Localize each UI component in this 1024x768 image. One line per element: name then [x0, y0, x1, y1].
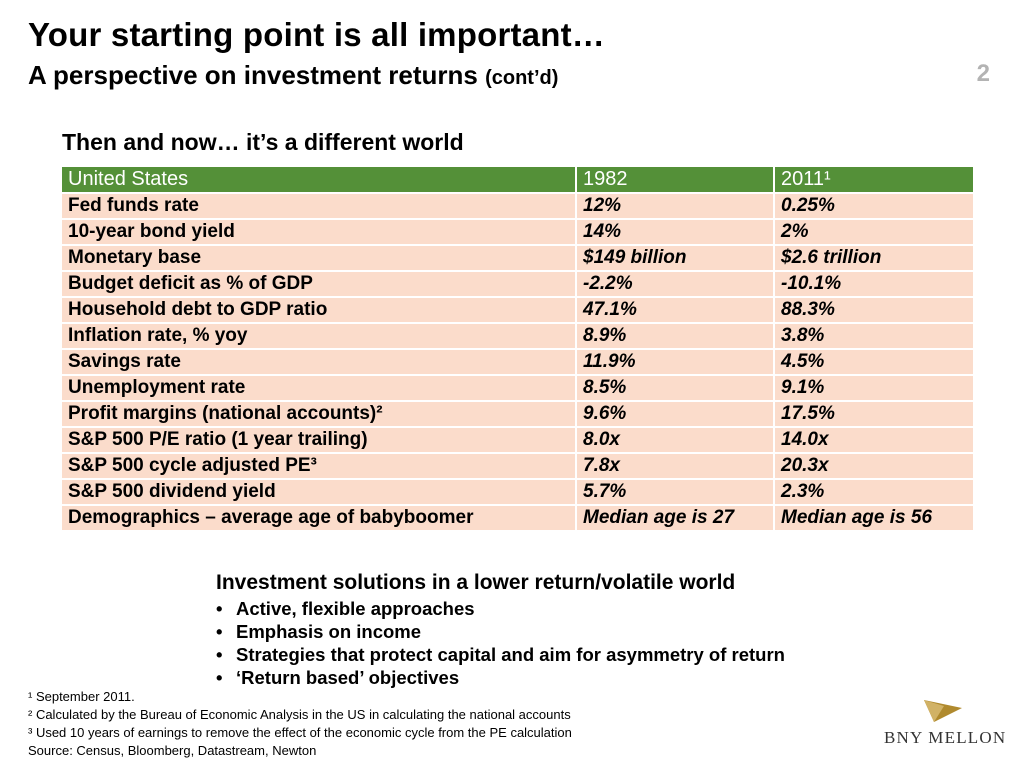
value-2011: Median age is 56 — [773, 504, 975, 532]
value-2011: 4.5% — [773, 348, 975, 376]
row-label: Budget deficit as % of GDP — [60, 270, 577, 298]
list-item-text: Active, flexible approaches — [236, 598, 475, 619]
value-2011: 2% — [773, 218, 975, 246]
list-item-text: ‘Return based’ objectives — [236, 667, 460, 688]
row-label: Profit margins (national accounts)² — [60, 400, 577, 428]
bullet-icon: • — [216, 598, 223, 619]
value-1982: 5.7% — [575, 478, 775, 506]
row-label: 10-year bond yield — [60, 218, 577, 246]
table-row: S&P 500 dividend yield 5.7% 2.3% — [60, 478, 975, 506]
list-item-text: Strategies that protect capital and aim … — [236, 644, 785, 665]
row-label: Unemployment rate — [60, 374, 577, 402]
value-1982: 12% — [575, 192, 775, 220]
table-row: Savings rate 11.9% 4.5% — [60, 348, 975, 376]
row-label: S&P 500 P/E ratio (1 year trailing) — [60, 426, 577, 454]
logo-text: BNY MELLON — [884, 728, 1007, 747]
investment-solutions: Investment solutions in a lower return/v… — [216, 571, 785, 689]
table-row: Demographics – average age of babyboomer… — [60, 504, 975, 532]
value-2011: 20.3x — [773, 452, 975, 480]
row-label: Fed funds rate — [60, 192, 577, 220]
value-1982: 14% — [575, 218, 775, 246]
value-2011: 88.3% — [773, 296, 975, 324]
table-row: 10-year bond yield 14% 2% — [60, 218, 975, 246]
solutions-list: • Active, flexible approaches • Emphasis on… — [216, 597, 785, 689]
value-2011: -10.1% — [773, 270, 975, 298]
table-row: Monetary base $149 billion $2.6 trillion — [60, 244, 975, 272]
solutions-heading: Investment solutions in a lower return/v… — [216, 571, 736, 594]
table-row: Fed funds rate 12% 0.25% — [60, 192, 975, 220]
value-1982: 9.6% — [575, 400, 775, 428]
bullet-icon: • — [216, 667, 223, 688]
row-label: S&P 500 cycle adjusted PE³ — [60, 452, 577, 480]
row-label: Demographics – average age of babyboomer — [60, 504, 577, 532]
value-1982: $149 billion — [575, 244, 775, 272]
footnote: ¹ September 2011. — [28, 689, 135, 704]
value-2011: 17.5% — [773, 400, 975, 428]
bullet-icon: • — [216, 644, 223, 665]
row-label: Household debt to GDP ratio — [60, 296, 577, 324]
value-2011: 9.1% — [773, 374, 975, 402]
page-subtitle-suffix: (cont’d) — [485, 67, 559, 89]
list-item: • Strategies that protect capital and aim… — [216, 643, 785, 666]
value-2011: 3.8% — [773, 322, 975, 350]
value-1982: 8.9% — [575, 322, 775, 350]
value-2011: 2.3% — [773, 478, 975, 506]
list-item-text: Emphasis on income — [236, 621, 422, 642]
list-item: • Active, flexible approaches — [216, 597, 785, 620]
value-1982: 8.5% — [575, 374, 775, 402]
footnotes: ¹ September 2011. ² Calculated by the Bur… — [28, 688, 572, 760]
table-row: S&P 500 P/E ratio (1 year trailing) 8.0x 1… — [60, 426, 975, 454]
bny-mellon-logo: BNY MELLON — [884, 694, 1005, 754]
column-header-country: United States — [60, 165, 577, 194]
table-row: Budget deficit as % of GDP -2.2% -10.1% — [60, 270, 975, 298]
value-1982: 11.9% — [575, 348, 775, 376]
comparison-table: United States 1982 2011¹ Fed funds rate 1… — [60, 165, 975, 532]
page-subtitle: A perspective on investment returns (con… — [28, 60, 558, 91]
list-item: • ‘Return based’ objectives — [216, 666, 785, 689]
row-label: Monetary base — [60, 244, 577, 272]
table-row: Profit margins (national accounts)² 9.6% 1… — [60, 400, 975, 428]
table-row: Household debt to GDP ratio 47.1% 88.3% — [60, 296, 975, 324]
value-2011: 0.25% — [773, 192, 975, 220]
table-body: Fed funds rate 12% 0.25% 10-year bond yield… — [60, 192, 975, 532]
page-subtitle-main: A perspective on investment returns — [28, 60, 478, 90]
footnote: ³ Used 10 years of earnings to remove th… — [28, 725, 572, 740]
column-header-2011: 2011¹ — [773, 165, 975, 194]
row-label: S&P 500 dividend yield — [60, 478, 577, 506]
value-2011: 14.0x — [773, 426, 975, 454]
bny-mellon-pyramid-logo-icon — [924, 700, 962, 722]
source-note: Source: Census, Bloomberg, Datastream, N… — [28, 743, 317, 758]
footnote: ² Calculated by the Bureau of Economic A… — [28, 707, 571, 722]
table-header-row: United States 1982 2011¹ — [60, 165, 975, 194]
table-row: S&P 500 cycle adjusted PE³ 7.8x 20.3x — [60, 452, 975, 480]
table-row: Inflation rate, % yoy 8.9% 3.8% — [60, 322, 975, 350]
value-2011: $2.6 trillion — [773, 244, 975, 272]
page-number: 2 — [976, 60, 990, 87]
row-label: Inflation rate, % yoy — [60, 322, 577, 350]
value-1982: -2.2% — [575, 270, 775, 298]
row-label: Savings rate — [60, 348, 577, 376]
column-header-1982: 1982 — [575, 165, 775, 194]
section-heading: Then and now… it’s a different world — [62, 129, 464, 155]
value-1982: Median age is 27 — [575, 504, 775, 532]
list-item: • Emphasis on income — [216, 620, 785, 643]
bullet-icon: • — [216, 621, 223, 642]
value-1982: 47.1% — [575, 296, 775, 324]
value-1982: 7.8x — [575, 452, 775, 480]
table-row: Unemployment rate 8.5% 9.1% — [60, 374, 975, 402]
value-1982: 8.0x — [575, 426, 775, 454]
page-title: Your starting point is all important… — [28, 16, 605, 53]
